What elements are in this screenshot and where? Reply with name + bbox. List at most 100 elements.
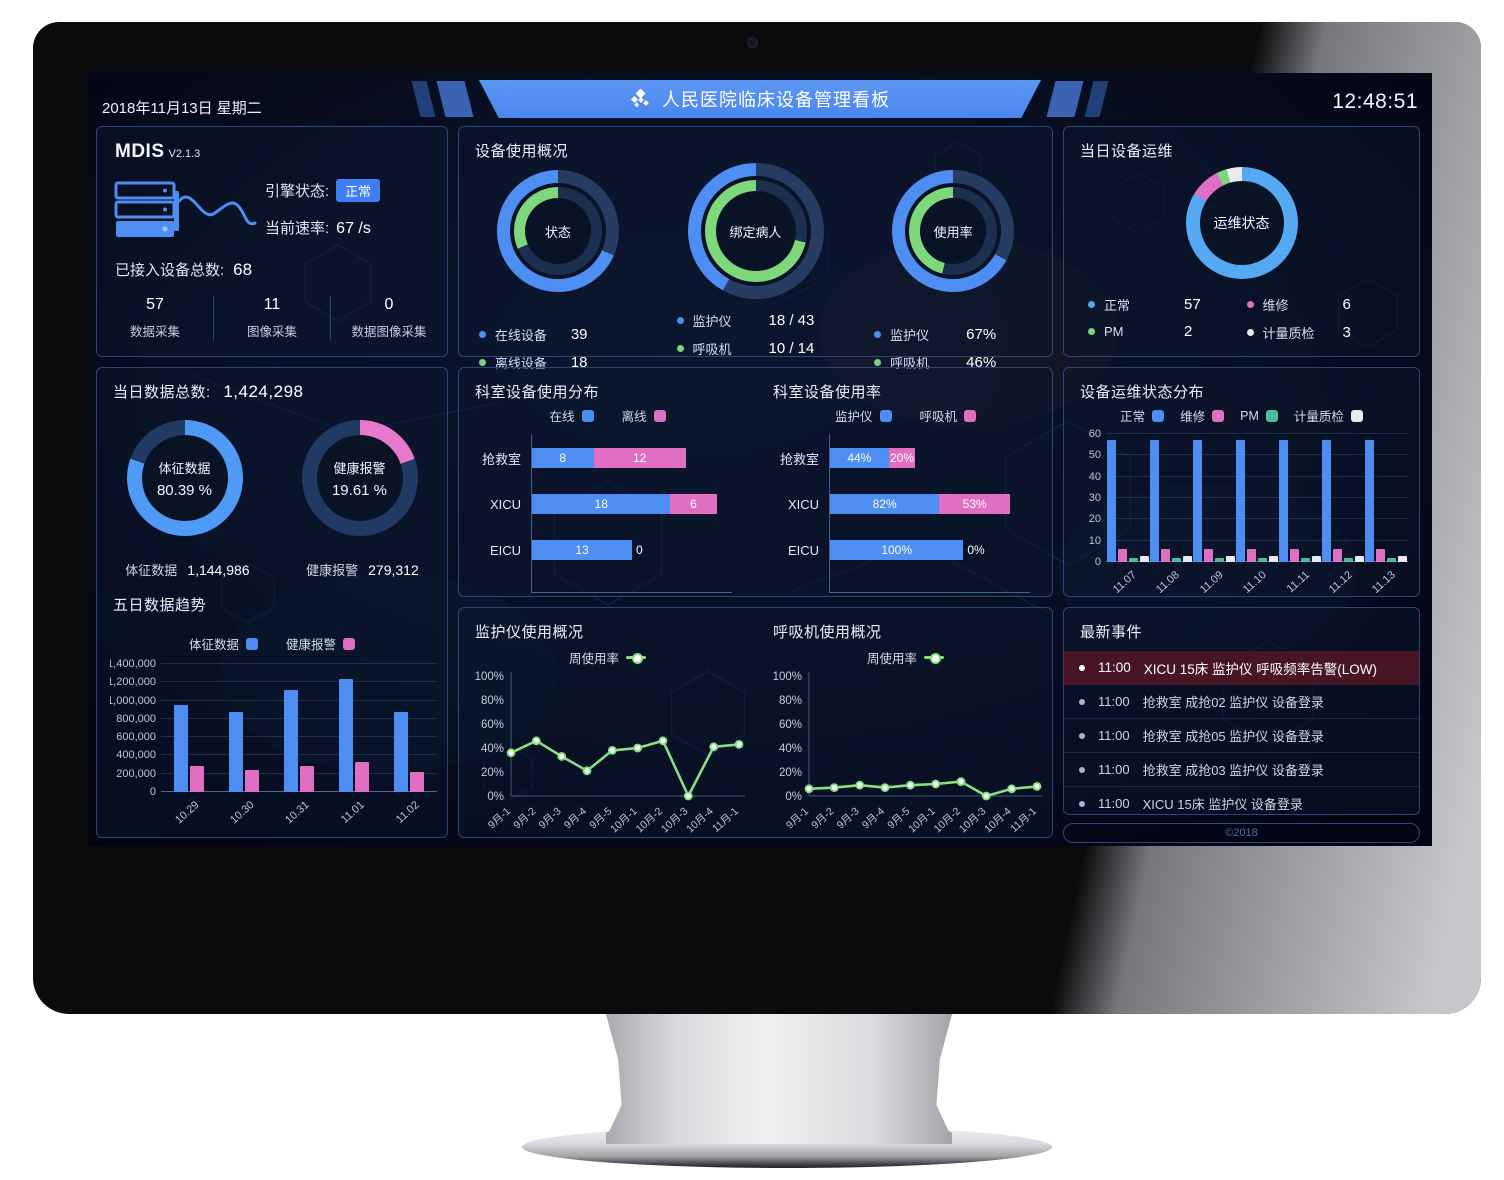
legend-item[interactable]: 维修 [1180, 406, 1225, 425]
bar-segment[interactable]: 8 [532, 448, 594, 468]
bar[interactable] [1333, 549, 1343, 562]
legend-item[interactable]: 正常 [1120, 406, 1165, 425]
bar[interactable] [394, 711, 409, 792]
legend-item[interactable]: 周使用率 [867, 648, 944, 667]
bar-segment[interactable]: 12 [593, 448, 686, 468]
event-text: XICU 15床 监护仪 设备登录 [1142, 797, 1303, 812]
rate-label: 当前速率: [265, 220, 330, 237]
bar[interactable] [300, 766, 314, 792]
legend-item[interactable]: PM [1240, 409, 1278, 423]
legend-item[interactable]: 离线 [622, 406, 666, 425]
legend-item[interactable]: 周使用率 [569, 648, 646, 667]
bar[interactable] [1171, 557, 1181, 562]
bar[interactable] [228, 711, 243, 792]
legend-item[interactable]: 呼吸机 [920, 406, 977, 425]
legend-swatch [1265, 409, 1278, 422]
bar[interactable] [355, 761, 370, 792]
bar-segment[interactable]: 82% [830, 494, 940, 514]
event-row[interactable]: 11:00 XICU 15床 监护仪 设备登录 [1064, 787, 1419, 820]
bar[interactable] [1235, 440, 1245, 562]
bar[interactable] [1279, 440, 1289, 562]
dept-distribution-half: 科室设备使用分布 在线 离线 抢救室 XICU EICU 8 12 18 6 13 0 [459, 368, 756, 596]
bar[interactable] [1192, 440, 1202, 562]
svg-text:10月-4: 10月-4 [982, 805, 1014, 834]
engine-status-label: 引擎状态: [265, 183, 330, 200]
bar-segment[interactable]: 100% [830, 540, 964, 560]
bar-segment[interactable]: 44% [830, 448, 889, 468]
bar[interactable] [284, 689, 298, 792]
event-row-alert[interactable]: 11:00 XICU 15床 监护仪 呼吸频率告警(LOW) [1064, 651, 1419, 685]
bar[interactable] [1398, 555, 1408, 562]
bar[interactable] [1301, 557, 1311, 562]
event-row[interactable]: 11:00 抢救室 成抢02 监护仪 设备登录 [1064, 685, 1419, 719]
bar[interactable] [1365, 440, 1375, 562]
bar-row: 44% 20% [830, 448, 1030, 468]
bar[interactable] [1225, 555, 1235, 562]
bar[interactable] [339, 678, 354, 792]
legend-item[interactable]: 监护仪 [835, 406, 892, 425]
bar-segment[interactable]: 18 [532, 494, 671, 514]
bar-group: 11.07 [1106, 434, 1149, 596]
bar[interactable] [1139, 555, 1149, 562]
legend-item[interactable]: 在线设备 39 [478, 325, 637, 344]
event-time: 11:00 [1098, 694, 1130, 709]
bar[interactable] [1322, 440, 1332, 562]
legend-item[interactable]: 计量质检 3 [1246, 323, 1406, 342]
svg-text:9月-4: 9月-4 [562, 805, 589, 831]
bar[interactable] [1268, 555, 1278, 562]
x-tick-label: 11.11 [1284, 569, 1312, 596]
x-tick-label: 11.09 [1197, 569, 1226, 596]
bar-group: 11.01 [327, 664, 382, 826]
legend-item[interactable]: 呼吸机 10 / 14 [676, 339, 835, 358]
bar-segment[interactable]: 53% [939, 494, 1010, 514]
bar[interactable] [1246, 549, 1256, 562]
ops-legend-column: 维修 6 计量质检 3 [1246, 295, 1406, 342]
panel-usage-lines: 监护仪使用概况 周使用率 0% 20% 40% 60% 80% 100% 9月-1 9月-2 9… [458, 607, 1053, 838]
bar[interactable] [1344, 557, 1354, 562]
legend-item[interactable]: 健康报警 [286, 634, 356, 653]
bar[interactable] [1214, 557, 1224, 562]
y-tick-label: 0 [1094, 556, 1101, 568]
y-tick-label: 200,000 [116, 767, 156, 780]
legend-swatch [1350, 409, 1363, 422]
bar[interactable] [1182, 555, 1192, 562]
monitor-line-legend[interactable]: 周使用率 [459, 648, 756, 667]
bar[interactable] [1387, 557, 1397, 562]
bar[interactable] [1128, 557, 1138, 562]
bar[interactable] [1257, 557, 1267, 562]
legend-item[interactable]: 计量质检 [1294, 406, 1363, 425]
bar-row: 100% 0% [830, 540, 1030, 560]
bar[interactable] [1149, 440, 1159, 562]
event-row[interactable]: 11:00 抢救室 成抢05 监护仪 设备登录 [1064, 719, 1419, 753]
bar-segment[interactable]: 13 [532, 540, 632, 560]
bar[interactable] [244, 770, 259, 792]
legend-item[interactable]: 监护仪 18 / 43 [676, 311, 835, 330]
bar[interactable] [1117, 549, 1127, 562]
x-tick-label: 11.08 [1154, 569, 1183, 596]
vent-line-legend[interactable]: 周使用率 [757, 648, 1054, 667]
y-tick-label: 1,400,000 [110, 658, 156, 670]
bar[interactable] [1376, 549, 1386, 562]
copyright-bar: ©2018 [1063, 823, 1420, 843]
data-donut: 体征数据 80.39 % [126, 420, 243, 536]
bar[interactable] [1160, 549, 1170, 562]
bar[interactable] [173, 705, 188, 792]
bar[interactable] [1106, 440, 1116, 562]
legend-item[interactable]: 监护仪 67% [874, 325, 1032, 344]
bar[interactable] [1312, 555, 1322, 562]
legend-item[interactable]: PM 2 [1088, 323, 1247, 340]
bar[interactable] [1203, 549, 1213, 562]
bar[interactable] [189, 766, 204, 792]
legend-item[interactable]: 体征数据 [189, 634, 258, 653]
legend-item[interactable]: 正常 57 [1088, 295, 1247, 314]
legend-item[interactable]: 维修 6 [1246, 295, 1406, 314]
bar-segment[interactable]: 20% [888, 448, 916, 468]
event-row[interactable]: 11:00 抢救室 成抢03 监护仪 设备登录 [1064, 753, 1419, 787]
bar[interactable] [410, 771, 425, 792]
event-bullet [1079, 800, 1085, 807]
bar[interactable] [1290, 549, 1300, 562]
bar[interactable] [1355, 555, 1365, 562]
bar-segment[interactable]: 6 [670, 494, 717, 514]
x-tick-label: 10.31 [282, 799, 312, 827]
legend-item[interactable]: 在线 [549, 406, 594, 425]
